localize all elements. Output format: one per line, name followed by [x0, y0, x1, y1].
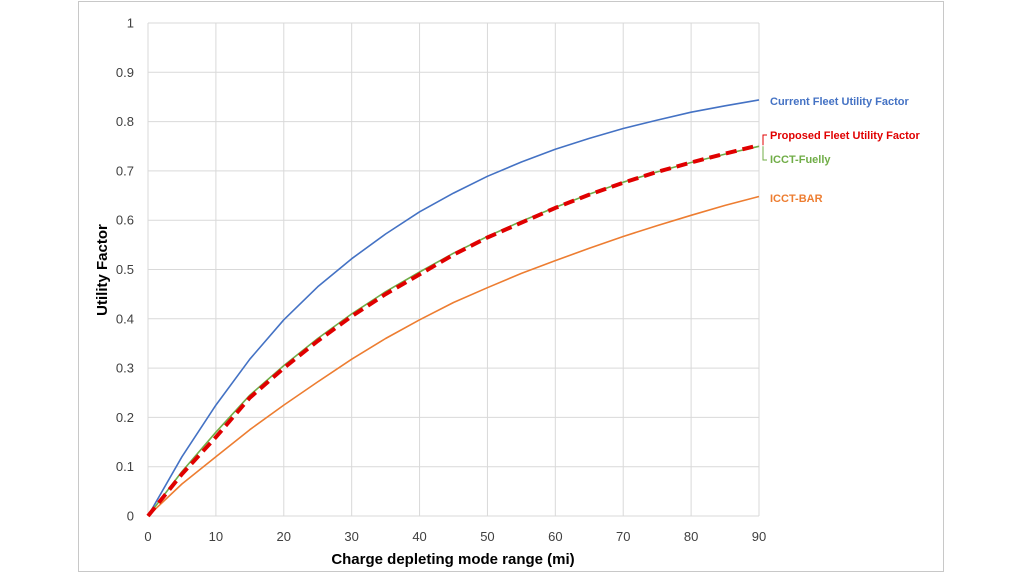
y-tick-label: 0.9	[116, 65, 134, 80]
series-line-icct-bar	[147, 195, 760, 517]
y-tick-label: 0.6	[116, 213, 134, 228]
series-line-icct-fuelly	[147, 145, 760, 517]
x-tick-label: 0	[144, 529, 151, 544]
gridlines	[147, 22, 760, 517]
y-axis-tick-labels: 0 0.1 0.2 0.3 0.4 0.5 0.6 0.7 0.8 0.9 1	[116, 16, 134, 524]
y-tick-label: 0.3	[116, 361, 134, 376]
series-labels: Current Fleet Utility Factor Proposed Fle…	[762, 96, 920, 205]
x-tick-label: 80	[684, 529, 698, 544]
y-axis-title: Utility Factor	[94, 224, 111, 316]
y-tick-label: 0.2	[116, 410, 134, 425]
series-lines	[146, 99, 760, 518]
y-tick-label: 0.8	[116, 114, 134, 129]
y-tick-label: 0.5	[116, 262, 134, 277]
y-tick-label: 0.7	[116, 163, 134, 178]
series-label-current-fleet-utility-factor: Current Fleet Utility Factor	[770, 96, 909, 108]
y-tick-label: 1	[127, 16, 134, 31]
x-axis-title: Charge depleting mode range (mi)	[331, 551, 574, 568]
series-line-proposed-fleet-utility-factor	[146, 143, 760, 518]
y-tick-label: 0.4	[116, 311, 134, 326]
y-tick-label: 0.1	[116, 459, 134, 474]
series-label-proposed-fleet-utility-factor: Proposed Fleet Utility Factor	[770, 130, 920, 142]
x-tick-label: 60	[548, 529, 562, 544]
x-tick-label: 50	[480, 529, 494, 544]
x-tick-label: 30	[344, 529, 358, 544]
x-tick-label: 90	[752, 529, 766, 544]
chart-frame	[78, 1, 944, 572]
leader-line-proposed	[762, 134, 767, 146]
y-tick-label: 0	[127, 509, 134, 524]
leader-line-fuelly	[762, 146, 767, 161]
series-label-icct-fuelly: ICCT-Fuelly	[770, 154, 831, 166]
series-label-icct-bar: ICCT-BAR	[770, 193, 823, 205]
x-tick-label: 10	[209, 529, 223, 544]
x-tick-label: 70	[616, 529, 630, 544]
x-tick-label: 40	[412, 529, 426, 544]
series-line-current-fleet-utility-factor	[147, 99, 760, 517]
x-axis-tick-labels: 0 10 20 30 40 50 60 70 80 90	[144, 529, 766, 544]
x-tick-label: 20	[277, 529, 291, 544]
